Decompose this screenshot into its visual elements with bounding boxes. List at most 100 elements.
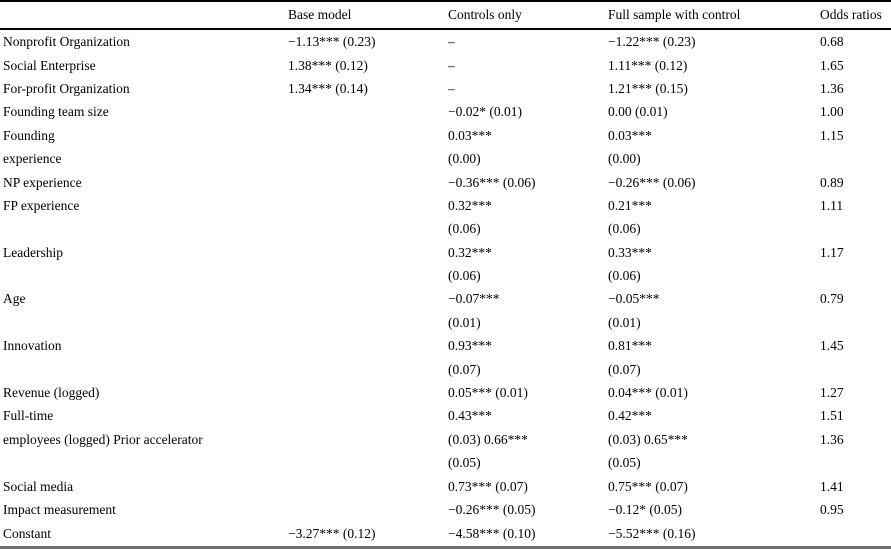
cell-odds-ratio bbox=[820, 311, 891, 334]
table-row: Innovation 0.93*** 0.81*** 1.45 bbox=[0, 335, 891, 358]
row-label: Nonprofit Organization bbox=[3, 33, 130, 49]
cell-full-sample: (0.01) bbox=[608, 314, 641, 330]
table-row: For-profit Organization 1.34*** (0.14) – 1.… bbox=[0, 77, 891, 100]
cell-controls-only: 0.93*** bbox=[448, 338, 492, 354]
cell-controls-only: (0.01) bbox=[448, 314, 481, 330]
cell-odds-ratio bbox=[820, 264, 891, 287]
cell-controls-only: 0.05*** (0.01) bbox=[448, 385, 528, 401]
cell-full-sample: 0.33*** bbox=[608, 244, 652, 260]
cell-full-sample: −5.52*** (0.16) bbox=[608, 525, 696, 541]
table-row: Age −0.07*** −0.05*** 0.79 bbox=[0, 288, 891, 311]
table-row: Social Enterprise 1.38*** (0.12) – 1.11*** … bbox=[0, 54, 891, 77]
cell-full-sample: 1.11*** (0.12) bbox=[608, 57, 688, 73]
cell-odds-ratio: 0.79 bbox=[820, 291, 844, 307]
cell-base-model bbox=[288, 498, 448, 521]
table-row: experience (0.00) (0.00) bbox=[0, 147, 891, 170]
row-label: Social Enterprise bbox=[3, 57, 96, 73]
cell-controls-only: – bbox=[448, 80, 455, 96]
cell-base-model bbox=[288, 288, 448, 311]
cell-full-sample: −0.12* (0.05) bbox=[608, 501, 682, 517]
table-row: (0.06) (0.06) bbox=[0, 264, 891, 287]
row-label: employees (logged) Prior accelerator bbox=[3, 431, 203, 447]
table-row: (0.01) (0.01) bbox=[0, 311, 891, 334]
column-header-label bbox=[0, 1, 288, 30]
table-row: Full-time 0.43*** 0.42*** 1.51 bbox=[0, 405, 891, 428]
cell-odds-ratio: 0.89 bbox=[820, 174, 844, 190]
cell-odds-ratio: 1.45 bbox=[820, 338, 844, 354]
cell-full-sample: 0.03*** bbox=[608, 127, 652, 143]
row-label: Founding bbox=[3, 127, 55, 143]
cell-full-sample: −1.22*** (0.23) bbox=[608, 33, 696, 49]
row-label: FP experience bbox=[3, 197, 80, 213]
cell-full-sample: (0.00) bbox=[608, 151, 641, 167]
row-label: NP experience bbox=[3, 174, 82, 190]
row-label bbox=[0, 218, 288, 241]
cell-controls-only: (0.03) 0.66*** bbox=[448, 431, 528, 447]
cell-controls-only: – bbox=[448, 57, 455, 73]
cell-base-model: −3.27*** (0.12) bbox=[288, 525, 376, 541]
cell-controls-only: (0.07) bbox=[448, 361, 481, 377]
cell-odds-ratio: 1.17 bbox=[820, 244, 844, 260]
cell-full-sample: (0.06) bbox=[608, 221, 641, 237]
cell-odds-ratio: 0.68 bbox=[820, 33, 844, 49]
cell-controls-only: – bbox=[448, 33, 455, 49]
cell-controls-only: −0.36*** (0.06) bbox=[448, 174, 536, 190]
row-label: Revenue (logged) bbox=[3, 385, 100, 401]
row-label bbox=[0, 452, 288, 475]
row-label: Leadership bbox=[3, 244, 63, 260]
cell-controls-only: −0.07*** bbox=[448, 291, 500, 307]
row-label: Founding team size bbox=[3, 104, 109, 120]
row-label bbox=[0, 311, 288, 334]
cell-base-model bbox=[288, 428, 448, 451]
cell-full-sample: 0.42*** bbox=[608, 408, 652, 424]
column-header-base-model: Base model bbox=[288, 1, 448, 30]
cell-base-model bbox=[288, 381, 448, 404]
cell-odds-ratio: 1.36 bbox=[820, 80, 844, 96]
row-label: Impact measurement bbox=[3, 501, 116, 517]
cell-base-model bbox=[288, 264, 448, 287]
cell-base-model bbox=[288, 475, 448, 498]
row-label: Constant bbox=[3, 525, 52, 541]
cell-controls-only: 0.43*** bbox=[448, 408, 492, 424]
table-row: Constant −3.27*** (0.12) −4.58*** (0.10) −5… bbox=[0, 522, 891, 548]
cell-odds-ratio bbox=[820, 452, 891, 475]
row-label bbox=[0, 358, 288, 381]
table-row: (0.07) (0.07) bbox=[0, 358, 891, 381]
cell-controls-only: (0.05) bbox=[448, 455, 481, 471]
table-row: Revenue (logged) 0.05*** (0.01) 0.04*** (0… bbox=[0, 381, 891, 404]
cell-full-sample: 1.21*** (0.15) bbox=[608, 80, 688, 96]
cell-odds-ratio: 1.27 bbox=[820, 385, 844, 401]
table-row: employees (logged) Prior accelerator (0.0… bbox=[0, 428, 891, 451]
cell-odds-ratio: 1.15 bbox=[820, 127, 844, 143]
cell-base-model bbox=[288, 405, 448, 428]
cell-odds-ratio bbox=[820, 147, 891, 170]
cell-base-model bbox=[288, 335, 448, 358]
cell-odds-ratio: 1.11 bbox=[820, 197, 844, 213]
cell-base-model bbox=[288, 101, 448, 124]
cell-base-model bbox=[288, 124, 448, 147]
column-header-full-sample: Full sample with control bbox=[608, 1, 820, 30]
cell-odds-ratio: 1.65 bbox=[820, 57, 844, 73]
cell-controls-only: 0.03*** bbox=[448, 127, 492, 143]
cell-odds-ratio: 1.51 bbox=[820, 408, 844, 424]
cell-odds-ratio bbox=[820, 522, 891, 548]
column-header-odds-ratios: Odds ratios bbox=[820, 1, 891, 30]
cell-full-sample: 0.81*** bbox=[608, 338, 652, 354]
cell-controls-only: (0.00) bbox=[448, 151, 481, 167]
cell-controls-only: −4.58*** (0.10) bbox=[448, 525, 536, 541]
cell-controls-only: (0.06) bbox=[448, 221, 481, 237]
cell-base-model: −1.13*** (0.23) bbox=[288, 33, 376, 49]
cell-full-sample: (0.05) bbox=[608, 455, 641, 471]
row-label bbox=[0, 264, 288, 287]
table-row: Founding 0.03*** 0.03*** 1.15 bbox=[0, 124, 891, 147]
row-label: Innovation bbox=[3, 338, 62, 354]
cell-odds-ratio bbox=[820, 218, 891, 241]
header-row: Base model Controls only Full sample wit… bbox=[0, 1, 891, 30]
cell-controls-only: 0.32*** bbox=[448, 244, 492, 260]
cell-odds-ratio: 1.41 bbox=[820, 478, 844, 494]
table-row: (0.06) (0.06) bbox=[0, 218, 891, 241]
cell-base-model bbox=[288, 218, 448, 241]
table-header: Base model Controls only Full sample wit… bbox=[0, 1, 891, 30]
table-row: Leadership 0.32*** 0.33*** 1.17 bbox=[0, 241, 891, 264]
